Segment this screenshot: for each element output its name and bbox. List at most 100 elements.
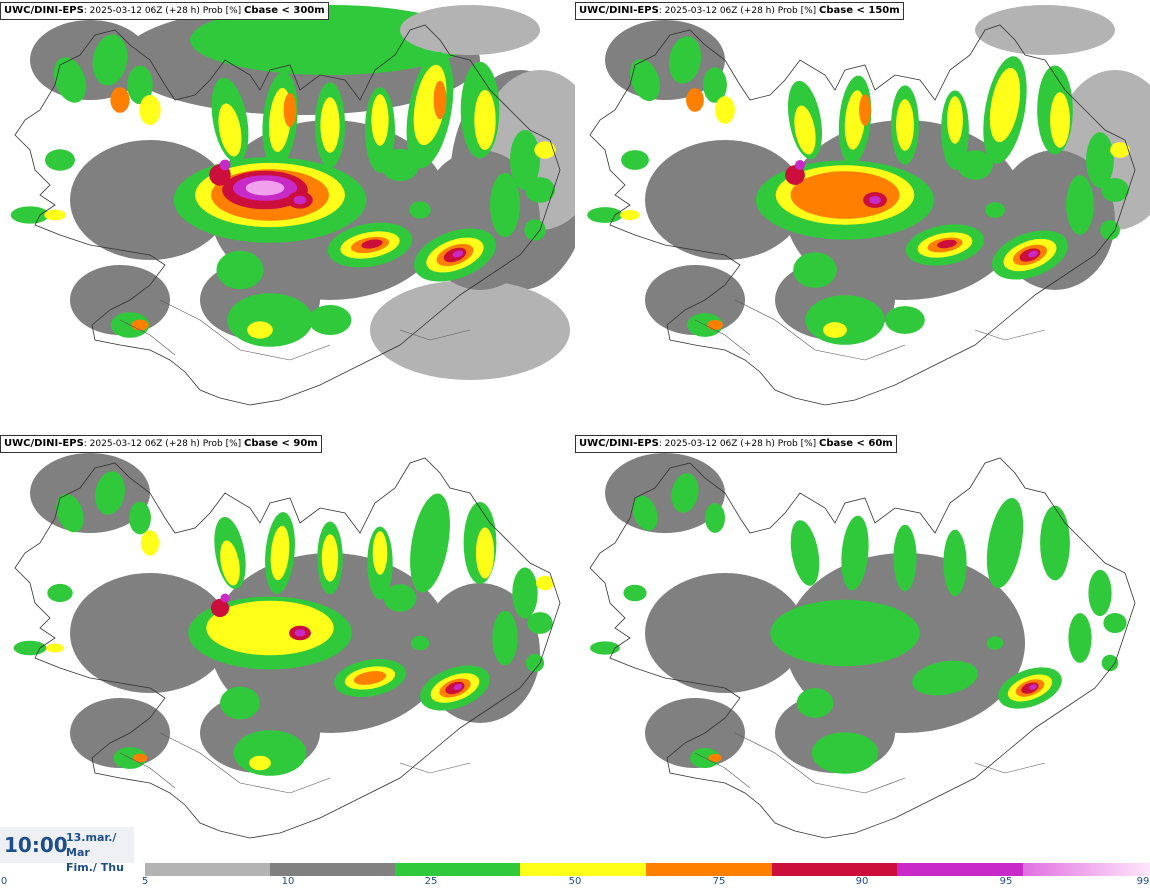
probability-area [218,103,242,157]
probability-area [1088,569,1112,617]
valid-date: 13.mar./ Mar Fim./ Thu [66,831,124,874]
probability-area [668,36,702,84]
probability-area [823,322,847,338]
probability-area [841,515,869,591]
probability-area [233,730,307,776]
probability-shading [590,473,1127,774]
colorbar-segment [145,863,270,876]
probability-area [1101,654,1119,672]
probability-area [70,140,230,260]
panel-title: UWC/DINI-EPS: 2025-03-12 06Z (+28 h) Pro… [0,2,329,20]
map-panel-cbase-90: UWC/DINI-EPS: 2025-03-12 06Z (+28 h) Pro… [0,433,575,866]
probability-area [1068,613,1092,663]
probability-area [13,640,47,656]
probability-area [400,5,540,55]
probability-area [308,305,352,335]
probability-area [433,80,447,120]
probability-area [703,67,727,103]
probability-area [70,573,230,693]
coastline [589,24,1136,406]
map-panel-cbase-300: UWC/DINI-EPS: 2025-03-12 06Z (+28 h) Pro… [0,0,575,433]
probability-area [893,524,917,592]
probability-area [95,471,125,515]
probability-area [632,495,658,531]
probability-area [1040,505,1070,581]
probability-area [943,529,967,597]
probability-area [294,629,306,637]
probability-area [527,612,553,634]
probability-area [790,520,820,586]
probability-colorbar [145,863,1150,876]
probability-area [453,684,463,690]
probability-area [525,653,545,673]
probability-area [707,320,723,330]
colorbar-segment [896,863,1024,876]
probability-area [621,150,649,170]
probability-area [372,531,388,575]
colorbar-tick-label: 25 [424,876,438,887]
probability-area [645,573,805,693]
probability-area [534,141,556,159]
colorbar-tick-label: 99 [1136,876,1150,887]
probability-area [270,525,290,581]
probability-area [937,239,957,249]
coastline [589,457,1136,839]
probability-area [371,94,389,146]
probability-area [896,99,914,151]
probability-area [975,5,1115,55]
probability-area [1028,250,1038,258]
probability-area [45,149,75,171]
colorbar-segment [1023,863,1150,876]
probability-area [383,584,417,612]
probability-area [1103,613,1127,633]
probability-area [510,130,540,190]
probability-area [220,686,260,720]
probability-area [989,67,1021,143]
probability-area [708,753,722,763]
colorbar-segment [645,863,772,876]
probability-shading [13,471,555,776]
probability-area [957,150,993,180]
probability-area [219,159,231,171]
probability-area [912,660,978,696]
probability-area [1101,178,1129,202]
probability-area [283,92,297,128]
probability-area [629,58,661,102]
probability-area [220,540,240,586]
probability-shading [10,34,556,347]
probability-area [512,567,538,619]
colorbar-tick-label: 75 [712,876,726,887]
probability-area [986,498,1024,588]
probability-area [535,575,555,591]
colorbar-tick-label: 90 [855,876,869,887]
probability-area [795,160,805,170]
probability-area [53,57,87,103]
colorbar-segment [269,863,395,876]
probability-area [409,201,431,219]
map-panel-cbase-60: UWC/DINI-EPS: 2025-03-12 06Z (+28 h) Pro… [575,433,1150,866]
probability-area [47,583,73,603]
probability-area [1050,92,1070,148]
probability-area [10,206,50,224]
panel-title: UWC/DINI-EPS: 2025-03-12 06Z (+28 h) Pro… [0,435,322,453]
probability-area [490,172,520,238]
probability-area [805,295,885,345]
probability-area [321,534,339,582]
panel-title: UWC/DINI-EPS: 2025-03-12 06Z (+28 h) Pro… [575,435,897,453]
region-borders [119,299,471,361]
valid-time: 10:00 [4,833,68,857]
probability-area [127,65,153,105]
probability-area [475,527,495,579]
probability-area [793,252,837,288]
probability-area [249,755,271,771]
probability-area [859,94,871,126]
valid-time-box: 10:00 13.mar./ Mar Fim./ Thu [0,827,134,874]
panel-title: UWC/DINI-EPS: 2025-03-12 06Z (+28 h) Pro… [575,2,904,20]
probability-shading [587,36,1130,345]
probability-area [245,180,285,196]
probability-area [1100,220,1120,240]
probability-area [139,95,161,125]
colorbar-tick-label: 5 [141,876,149,887]
probability-area [645,698,745,768]
region-borders [119,732,471,794]
